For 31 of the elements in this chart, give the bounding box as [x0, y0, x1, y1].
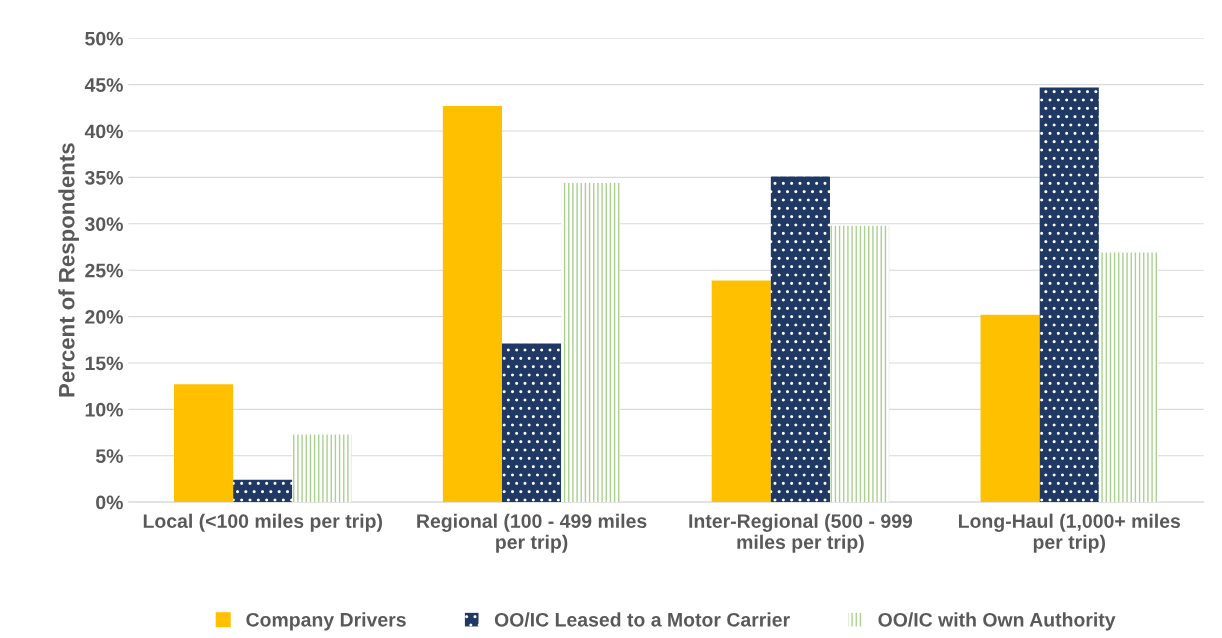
bar [174, 384, 234, 503]
y-tick-label: 20% [85, 310, 123, 324]
y-tick-label: 40% [84, 124, 123, 139]
bar [711, 280, 771, 503]
y-tick-label: 10% [85, 402, 123, 417]
y-tick-label: 45% [84, 78, 123, 92]
y-tick-label: 25% [85, 263, 123, 278]
x-tick-label: Long-Haul (1,000+ miles per trip) [958, 513, 1181, 553]
bar [233, 479, 293, 503]
y-tick-label: 30% [84, 217, 123, 232]
y-tick-label: 50% [85, 31, 123, 46]
x-tick-label: Local (<100 miles per trip) [143, 513, 382, 532]
y-tick-label: 35% [84, 170, 123, 185]
legend-label: OO/IC Leased to a Motor Carrier [494, 612, 790, 627]
legend-label: Company Drivers [246, 612, 406, 631]
bar [1098, 252, 1158, 503]
y-tick-label: 0% [96, 495, 123, 510]
bar [770, 176, 830, 503]
bar [1039, 87, 1099, 503]
y-tick-label: 5% [95, 449, 123, 463]
x-tick-label: Inter-Regional (500 - 999 miles per trip) [689, 513, 913, 553]
x-tick-label: Regional (100 - 499 miles per trip) [417, 513, 647, 553]
bar [442, 106, 502, 503]
bar [980, 314, 1040, 503]
y-axis-title: Percent of Respondents [58, 143, 79, 397]
bar [292, 434, 352, 503]
bar [561, 182, 621, 503]
y-tick-label: 15% [85, 356, 123, 371]
bar [502, 343, 562, 503]
bar [829, 225, 890, 503]
legend-label: OO/IC with Own Authority [878, 612, 1116, 631]
